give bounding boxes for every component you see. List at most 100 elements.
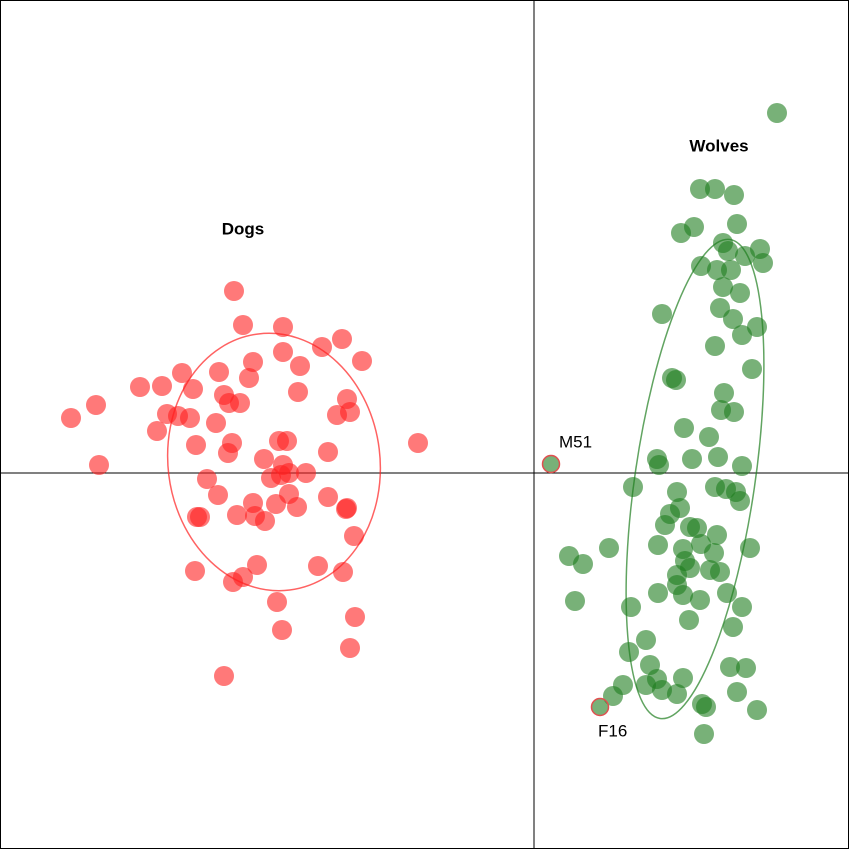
point	[621, 597, 641, 617]
point	[255, 511, 275, 531]
point	[233, 567, 253, 587]
point	[239, 368, 259, 388]
point	[666, 370, 686, 390]
point	[152, 376, 172, 396]
labeled-point	[541, 454, 561, 474]
point	[699, 427, 719, 447]
point	[636, 630, 656, 650]
point	[273, 317, 293, 337]
point	[267, 592, 287, 612]
point	[667, 482, 687, 502]
point	[172, 363, 192, 383]
point	[696, 697, 716, 717]
point	[655, 515, 675, 535]
point	[89, 455, 109, 475]
point	[723, 309, 743, 329]
point	[318, 487, 338, 507]
point	[708, 447, 728, 467]
point	[214, 666, 234, 686]
point	[652, 680, 672, 700]
confidence-ellipse	[625, 238, 765, 720]
point	[673, 585, 693, 605]
point	[352, 351, 372, 371]
point	[318, 442, 338, 462]
point	[345, 607, 365, 627]
point	[312, 337, 332, 357]
point	[197, 469, 217, 489]
point	[674, 418, 694, 438]
point	[332, 329, 352, 349]
point	[707, 260, 727, 280]
point	[720, 657, 740, 677]
point	[648, 535, 668, 555]
point	[209, 362, 229, 382]
point	[679, 610, 699, 630]
point	[727, 214, 747, 234]
point	[408, 433, 428, 453]
group-label: Wolves	[689, 136, 748, 155]
point	[690, 590, 710, 610]
point	[730, 491, 750, 511]
point	[147, 421, 167, 441]
point	[723, 617, 743, 637]
point	[273, 342, 293, 362]
point	[333, 562, 353, 582]
point	[185, 561, 205, 581]
point	[713, 277, 733, 297]
point	[247, 555, 267, 575]
point	[718, 241, 738, 261]
point-label: M51	[559, 432, 592, 451]
point	[652, 304, 672, 324]
point	[710, 562, 730, 582]
point	[279, 463, 299, 483]
point	[636, 675, 656, 695]
point	[254, 449, 274, 469]
point	[327, 405, 347, 425]
point	[705, 179, 725, 199]
point	[732, 456, 752, 476]
point	[724, 185, 744, 205]
point	[742, 359, 762, 379]
confidence-ellipse	[166, 332, 382, 592]
point	[732, 597, 752, 617]
point	[573, 554, 593, 574]
point	[704, 543, 724, 563]
point	[721, 260, 741, 280]
point	[130, 377, 150, 397]
point	[649, 455, 669, 475]
point	[308, 556, 328, 576]
point	[224, 281, 244, 301]
point	[227, 505, 247, 525]
group-label: Dogs	[222, 219, 265, 238]
point	[714, 383, 734, 403]
point	[690, 179, 710, 199]
point	[287, 497, 307, 517]
point	[694, 724, 714, 744]
point	[648, 583, 668, 603]
point	[218, 443, 238, 463]
point	[736, 658, 756, 678]
point	[717, 583, 737, 603]
point	[673, 668, 693, 688]
point	[190, 507, 210, 527]
point	[336, 499, 356, 519]
point	[753, 253, 773, 273]
point	[565, 591, 585, 611]
point	[603, 686, 623, 706]
point	[183, 379, 203, 399]
point	[732, 325, 752, 345]
point	[667, 684, 687, 704]
point	[180, 408, 200, 428]
point	[272, 620, 292, 640]
point	[691, 256, 711, 276]
point	[206, 413, 226, 433]
point	[747, 700, 767, 720]
point	[340, 638, 360, 658]
point	[727, 682, 747, 702]
point	[86, 395, 106, 415]
point	[767, 103, 787, 123]
point	[599, 538, 619, 558]
